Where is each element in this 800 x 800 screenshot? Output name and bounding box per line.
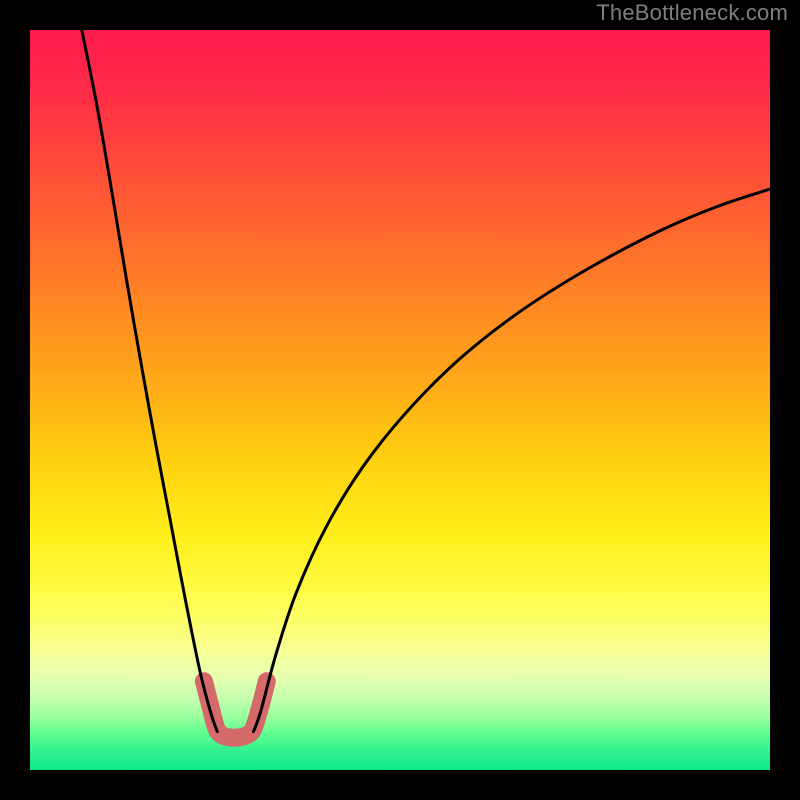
gradient-background [30,30,770,770]
plot-area [30,30,770,770]
chart-canvas: TheBottleneck.com [0,0,800,800]
watermark-text: TheBottleneck.com [596,0,788,26]
plot-svg [30,30,770,770]
